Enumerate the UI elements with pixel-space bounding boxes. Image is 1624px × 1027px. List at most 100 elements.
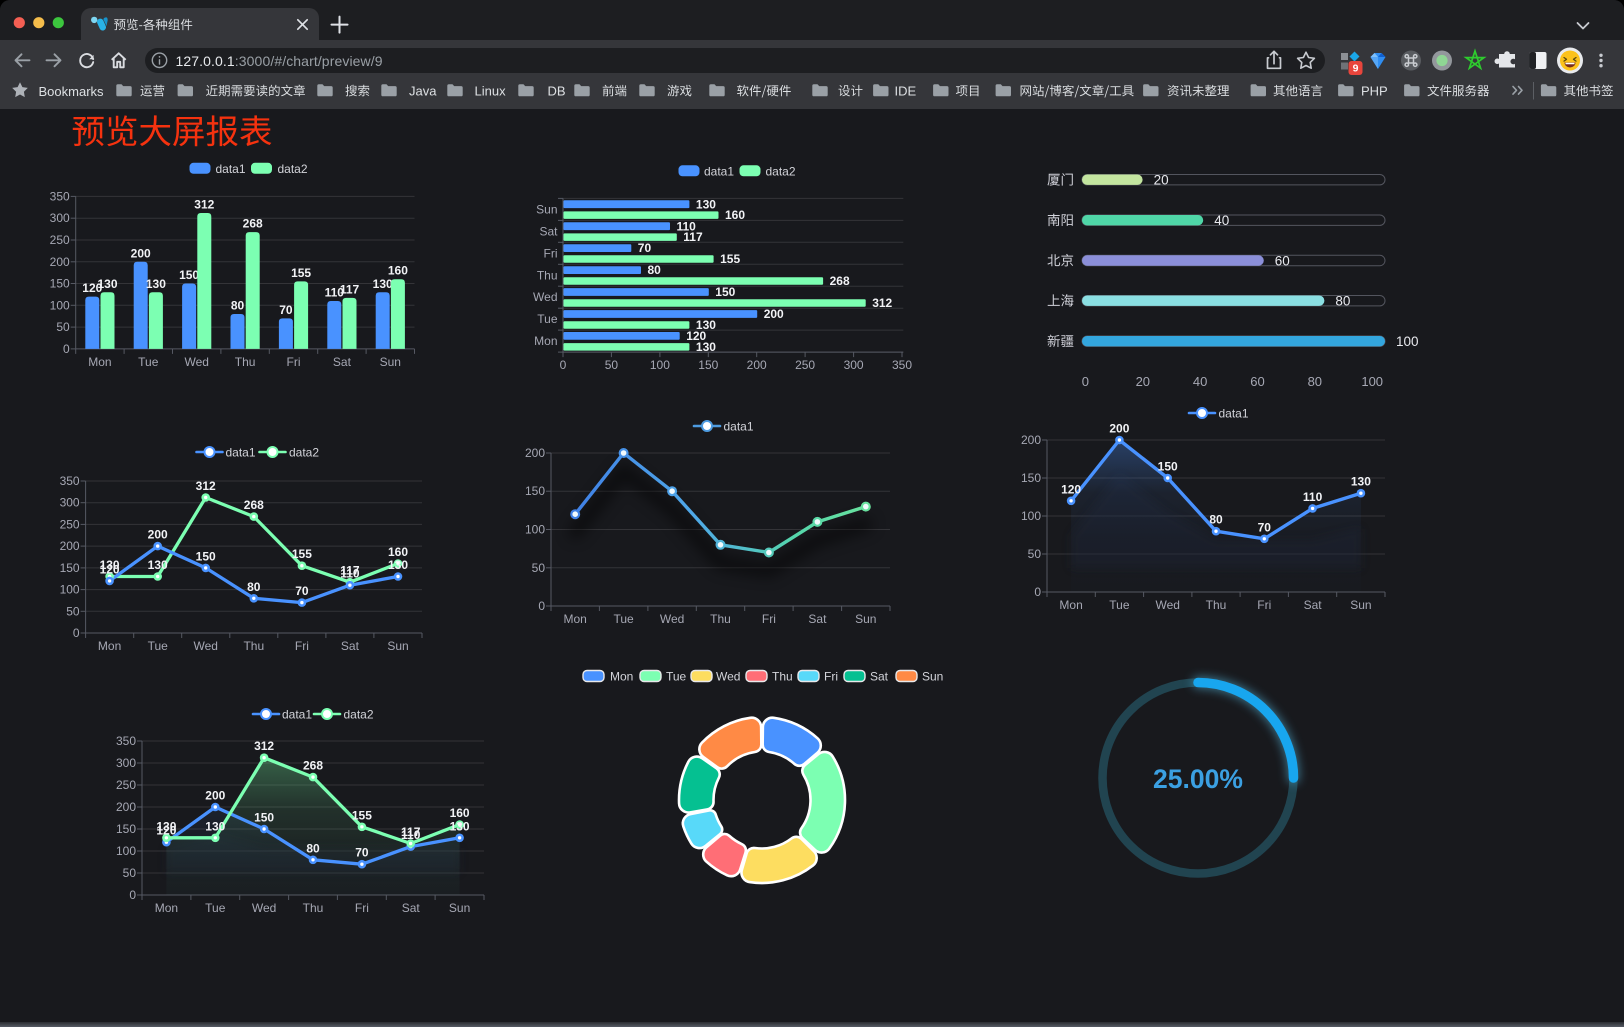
- svg-text:160: 160: [388, 545, 408, 559]
- svg-text:50: 50: [66, 604, 80, 618]
- svg-text:Thu: Thu: [303, 901, 324, 915]
- svg-text:9: 9: [1353, 62, 1359, 74]
- svg-text:200: 200: [50, 255, 70, 269]
- svg-text:100: 100: [1021, 509, 1041, 523]
- svg-text:130: 130: [146, 277, 166, 291]
- svg-text:70: 70: [355, 846, 369, 860]
- svg-text:100: 100: [60, 583, 80, 597]
- svg-text:300: 300: [60, 496, 80, 510]
- svg-text:Sun: Sun: [536, 202, 557, 216]
- svg-text:110: 110: [325, 286, 345, 300]
- svg-text:60: 60: [1275, 254, 1290, 269]
- svg-text:80: 80: [247, 580, 261, 594]
- svg-text:0: 0: [560, 358, 567, 372]
- svg-text:50: 50: [605, 358, 619, 372]
- svg-text:100: 100: [50, 298, 70, 312]
- svg-text:Fri: Fri: [824, 670, 838, 684]
- svg-text:0: 0: [1082, 374, 1089, 389]
- svg-text:20: 20: [1136, 374, 1150, 389]
- svg-text:Thu: Thu: [537, 268, 558, 282]
- svg-text:Java: Java: [409, 83, 437, 98]
- svg-text:155: 155: [720, 252, 740, 266]
- svg-text:Mon: Mon: [155, 901, 178, 915]
- svg-text:Wed: Wed: [660, 612, 684, 626]
- svg-text:70: 70: [295, 584, 309, 598]
- svg-text:Sun: Sun: [855, 612, 876, 626]
- svg-text:155: 155: [352, 808, 372, 822]
- svg-text:PHP: PHP: [1361, 83, 1388, 98]
- svg-text:200: 200: [1109, 422, 1129, 436]
- svg-text:Tue: Tue: [1109, 598, 1130, 612]
- svg-text:117: 117: [401, 825, 421, 839]
- svg-text:Mon: Mon: [534, 334, 557, 348]
- svg-text:300: 300: [844, 358, 864, 372]
- svg-text:150: 150: [50, 277, 70, 291]
- svg-text:data2: data2: [278, 162, 308, 176]
- svg-text:150: 150: [1158, 460, 1178, 474]
- svg-text:Fri: Fri: [544, 246, 558, 260]
- svg-text:268: 268: [243, 217, 263, 231]
- svg-text:150: 150: [179, 268, 199, 282]
- svg-text:200: 200: [60, 539, 80, 553]
- svg-text:80: 80: [1308, 374, 1322, 389]
- svg-text:100: 100: [1396, 334, 1419, 349]
- svg-text:Fri: Fri: [295, 639, 309, 653]
- svg-text:160: 160: [725, 208, 745, 222]
- svg-text:25.00%: 25.00%: [1153, 764, 1243, 794]
- svg-text:110: 110: [340, 567, 360, 581]
- svg-text:Thu: Thu: [235, 355, 256, 369]
- svg-text:130: 130: [156, 819, 176, 833]
- svg-text:Thu: Thu: [772, 670, 793, 684]
- svg-text:200: 200: [747, 358, 767, 372]
- svg-text:Sun: Sun: [922, 670, 943, 684]
- svg-text:Mon: Mon: [564, 612, 587, 626]
- svg-text:150: 150: [60, 561, 80, 575]
- svg-text:350: 350: [892, 358, 912, 372]
- svg-text:130: 130: [696, 318, 716, 332]
- svg-text:Sat: Sat: [870, 670, 889, 684]
- svg-text:120: 120: [82, 281, 102, 295]
- svg-text:130: 130: [97, 277, 117, 291]
- svg-text:40: 40: [1193, 374, 1207, 389]
- svg-text:155: 155: [291, 266, 311, 280]
- svg-text:80: 80: [1335, 294, 1350, 309]
- svg-text:Fri: Fri: [1257, 598, 1271, 612]
- svg-text:110: 110: [1303, 490, 1323, 504]
- svg-text:150: 150: [715, 285, 735, 299]
- svg-text:Sat: Sat: [333, 355, 352, 369]
- svg-text:Wed: Wed: [533, 290, 557, 304]
- svg-text:Sun: Sun: [380, 355, 401, 369]
- svg-text:117: 117: [340, 282, 360, 296]
- svg-text:data1: data1: [226, 446, 256, 460]
- svg-text:Sat: Sat: [539, 224, 558, 238]
- svg-text:120: 120: [100, 562, 120, 576]
- svg-text:350: 350: [50, 189, 70, 203]
- svg-text:200: 200: [764, 307, 784, 321]
- svg-text:268: 268: [303, 759, 323, 773]
- svg-text:data1: data1: [1219, 407, 1249, 421]
- svg-text:Thu: Thu: [1206, 598, 1227, 612]
- svg-text:Thu: Thu: [710, 612, 731, 626]
- svg-text:300: 300: [50, 211, 70, 225]
- svg-text:200: 200: [525, 446, 545, 460]
- svg-text:200: 200: [116, 800, 136, 814]
- svg-text:data1: data1: [216, 162, 246, 176]
- svg-text:80: 80: [306, 841, 320, 855]
- svg-text:Tue: Tue: [148, 639, 169, 653]
- svg-text:Wed: Wed: [1155, 598, 1179, 612]
- svg-text:80: 80: [231, 299, 245, 313]
- svg-text:Wed: Wed: [716, 670, 740, 684]
- svg-text:Thu: Thu: [243, 639, 264, 653]
- svg-text:Wed: Wed: [184, 355, 208, 369]
- svg-text:130: 130: [205, 819, 225, 833]
- svg-text:Fri: Fri: [762, 612, 776, 626]
- svg-text:50: 50: [532, 561, 546, 575]
- svg-text:110: 110: [677, 219, 697, 233]
- svg-text:0: 0: [63, 342, 70, 356]
- svg-text:Tue: Tue: [205, 901, 226, 915]
- svg-text:312: 312: [194, 198, 214, 212]
- svg-text:150: 150: [698, 358, 718, 372]
- svg-text:150: 150: [525, 484, 545, 498]
- svg-text:0: 0: [538, 599, 545, 613]
- svg-text:250: 250: [60, 517, 80, 531]
